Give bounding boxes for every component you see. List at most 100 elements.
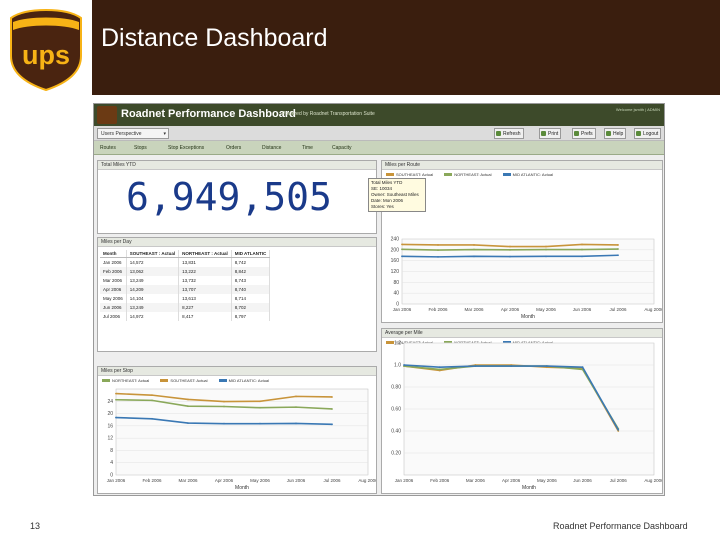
data-point	[331, 423, 333, 426]
table-cell: 8,797	[231, 311, 271, 321]
table-cell: 14,104	[126, 293, 180, 303]
data-point	[545, 255, 547, 258]
miles-per-day-table: Month SOUTHEAST : Actual NORTHEAST : Actua…	[100, 250, 271, 321]
table-cell: 8,417	[178, 311, 232, 321]
refresh-label: Refresh	[503, 131, 521, 137]
data-point	[403, 364, 405, 366]
table-cell: 13,249	[126, 275, 180, 285]
table-cell: 14,572	[126, 257, 180, 267]
data-point	[581, 366, 584, 369]
table-row: Feb 2006 13,062 13,222 8,842	[100, 266, 271, 276]
legend-swatch	[502, 173, 511, 177]
tab-stops[interactable]: Stops	[134, 145, 147, 151]
average-per-mile-chart: 0.20 0.40 0.60 0.80 1.0 1.2 Jan 2006 Feb 2006 Ma…	[391, 341, 663, 492]
x-tick-label: Jun 2006	[573, 478, 592, 483]
table-cell: 13,732	[178, 275, 232, 285]
x-tick-label: May 2006	[536, 307, 556, 312]
table-cell: 13,249	[126, 302, 180, 312]
data-point	[473, 248, 475, 251]
miles-per-stop-chart: 0 4 8 12 16 20 24 Jan 2006 Feb 2006 Mar 2006 Apr 2…	[107, 388, 376, 491]
help-button[interactable]: Help	[604, 128, 627, 139]
data-point	[509, 245, 511, 248]
table-cell: 8,740	[231, 284, 271, 294]
x-axis-label: Month	[235, 485, 249, 491]
legend-label: MID ATLANTIC: Actual	[228, 378, 270, 383]
x-tick-label: Aug 2006	[644, 478, 663, 483]
logout-button[interactable]: Logout	[634, 128, 662, 139]
legend-item: MID ATLANTIC: Actual	[502, 172, 554, 177]
y-tick-label: 1.0	[394, 363, 401, 369]
y-tick-label: 0.40	[391, 429, 401, 435]
panel-title: Miles per Stop	[98, 367, 376, 376]
data-point	[259, 400, 261, 403]
data-point	[223, 405, 225, 408]
tooltip-line: SE: 10034	[371, 186, 393, 191]
panel-title: Miles per Day	[98, 238, 376, 247]
data-point	[401, 255, 403, 258]
legend-label: SOUTHEAST: Actual	[396, 340, 434, 345]
legend-label: SOUTHEAST: Actual	[396, 172, 434, 177]
x-axis-label: Month	[522, 485, 536, 491]
app-subtitle: Powered by Roadnet Transportation Suite	[282, 111, 375, 117]
tab-routes[interactable]: Routes	[100, 145, 116, 151]
legend-item: SOUTHEAST: Actual	[160, 378, 208, 383]
tab-capacity[interactable]: Capacity	[332, 145, 352, 151]
slide-title: Distance Dashboard	[101, 24, 328, 52]
nav-tabs: Routes Stops Stop Exceptions Orders Dist…	[94, 141, 664, 155]
table-cell: 8,227	[178, 302, 232, 312]
legend-swatch	[160, 379, 169, 383]
y-tick-label: 0.80	[391, 385, 401, 391]
slide-header-bar	[0, 0, 720, 95]
x-tick-label: Feb 2006	[428, 307, 448, 312]
perspective-select[interactable]: Users Perspective ▾	[97, 128, 169, 139]
data-point	[295, 422, 297, 425]
tab-orders[interactable]: Orders	[226, 145, 242, 151]
refresh-button[interactable]: Refresh	[494, 128, 524, 139]
y-tick-label: 200	[391, 247, 400, 253]
x-tick-label: Mar 2006	[178, 478, 198, 483]
y-tick-label: 8	[110, 448, 113, 454]
data-point	[187, 422, 189, 424]
footer-text: Roadnet Performance Dashboard	[553, 521, 688, 531]
legend-label: MID ATLANTIC: Actual	[512, 172, 554, 177]
miles-per-stop-panel: Miles per Stop NORTHEAST: Actual SOUTHEA…	[97, 366, 377, 494]
toolbar: Users Perspective ▾ Refresh Print Prefs …	[94, 126, 664, 141]
y-tick-label: 0.60	[391, 407, 401, 413]
perspective-value: Users Perspective	[101, 131, 142, 137]
column-header: MID ATLANTIC	[231, 250, 271, 258]
x-tick-label: Jun 2006	[287, 478, 306, 483]
table-cell: 13,707	[178, 284, 232, 294]
data-point	[438, 366, 441, 369]
table-cell: Jan 2006	[100, 257, 127, 267]
table-cell: Jun 2006	[100, 302, 127, 312]
data-point	[617, 244, 619, 246]
print-icon	[541, 131, 546, 136]
miles-per-day-panel: Miles per Day Month SOUTHEAST : Actual NOR…	[97, 237, 377, 352]
logout-label: Logout	[643, 131, 659, 137]
tab-time[interactable]: Time	[302, 145, 313, 151]
data-point	[401, 248, 403, 251]
panel-title: Average per Mile	[382, 329, 662, 338]
tooltip-line: Stores: Yes	[371, 204, 394, 209]
prefs-button[interactable]: Prefs	[572, 128, 596, 139]
data-point	[509, 248, 511, 251]
legend-swatch	[218, 379, 227, 383]
print-button[interactable]: Print	[539, 128, 562, 139]
legend-item: NORTHEAST: Actual	[444, 172, 492, 177]
table-cell: 8,742	[231, 257, 271, 267]
data-point	[259, 406, 261, 409]
table-cell: Feb 2006	[100, 266, 127, 276]
y-tick-label: 20	[107, 411, 113, 417]
data-point	[581, 248, 583, 251]
tab-stop-exceptions[interactable]: Stop Exceptions	[168, 145, 205, 151]
x-tick-label: Jul 2006	[323, 478, 341, 483]
y-tick-label: 16	[107, 423, 113, 429]
data-point	[295, 406, 297, 409]
data-point	[187, 398, 189, 401]
x-tick-label: Apr 2006	[501, 307, 520, 312]
table-cell: 8,714	[231, 293, 271, 303]
data-point	[581, 243, 583, 246]
prefs-label: Prefs	[581, 131, 593, 137]
tab-distance[interactable]: Distance	[262, 145, 282, 151]
legend-label: NORTHEAST: Actual	[454, 172, 492, 177]
